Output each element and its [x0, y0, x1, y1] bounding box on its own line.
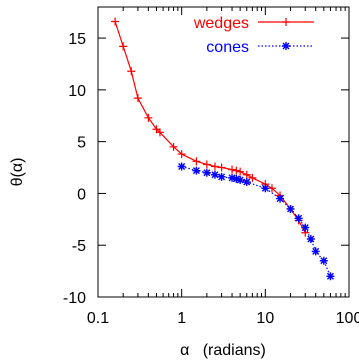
legend-label-cones: cones [206, 39, 249, 56]
wedges-point [242, 170, 251, 179]
y-axis-ticks: -10 -5 0 5 10 15 [63, 31, 349, 307]
y-tick-label: 5 [77, 135, 86, 152]
y-tick-label: -5 [72, 238, 86, 255]
legend: wedges cones [193, 15, 314, 56]
wedges-point [127, 67, 136, 76]
cones-point [217, 172, 226, 181]
cones-point [236, 175, 245, 184]
x-axis-ticks: 0.1 1 10 100 [87, 7, 359, 327]
wedges-point [192, 157, 201, 166]
wedges-point [228, 165, 237, 174]
wedges-point [119, 42, 128, 51]
wedges-point [202, 160, 211, 169]
wedges-point [144, 113, 153, 122]
cones-point [326, 272, 335, 281]
wedges-point [210, 162, 219, 171]
wedges-point [111, 17, 120, 26]
cones-point [242, 178, 251, 187]
cones-point [202, 168, 211, 177]
cones-point [276, 194, 285, 203]
cones-point [311, 247, 320, 256]
cones-line [181, 165, 331, 277]
cones-point [319, 256, 328, 265]
y-tick-label: -10 [63, 290, 86, 307]
legend-label-wedges: wedges [193, 15, 249, 32]
cones-point [232, 174, 241, 183]
y-axis-label: θ(α) [9, 158, 26, 187]
legend-marker-wedges [282, 18, 290, 26]
plot-border [97, 6, 350, 298]
series-layer [111, 17, 335, 281]
wedges-point [155, 128, 164, 137]
y-tick-label: 0 [77, 186, 86, 203]
y-tick-label: 10 [68, 83, 86, 100]
plot-frame [97, 6, 350, 298]
wedges-point [169, 142, 178, 151]
wedges-point [232, 166, 241, 175]
legend-marker-cones [282, 42, 290, 50]
cones-point [210, 170, 219, 179]
cones-point [301, 223, 310, 232]
series-cones [177, 162, 335, 281]
wedges-point [236, 167, 245, 176]
wedges-point [177, 150, 186, 159]
cones-point [286, 204, 295, 213]
x-tick-label: 0.1 [87, 310, 109, 327]
x-axis-label: α (radians) [180, 342, 266, 359]
cones-point [261, 184, 270, 193]
wedges-point [133, 94, 142, 103]
x-tick-label: 100 [336, 310, 359, 327]
y-tick-label: 15 [68, 31, 86, 48]
wedges-point [217, 163, 226, 172]
x-tick-label: 10 [256, 310, 274, 327]
cones-point [177, 162, 186, 171]
cones-point [294, 214, 303, 223]
cones-point [306, 235, 315, 243]
wedges-point [248, 173, 257, 182]
cones-point [192, 166, 201, 175]
x-tick-label: 1 [177, 310, 186, 327]
cones-point [228, 173, 237, 182]
